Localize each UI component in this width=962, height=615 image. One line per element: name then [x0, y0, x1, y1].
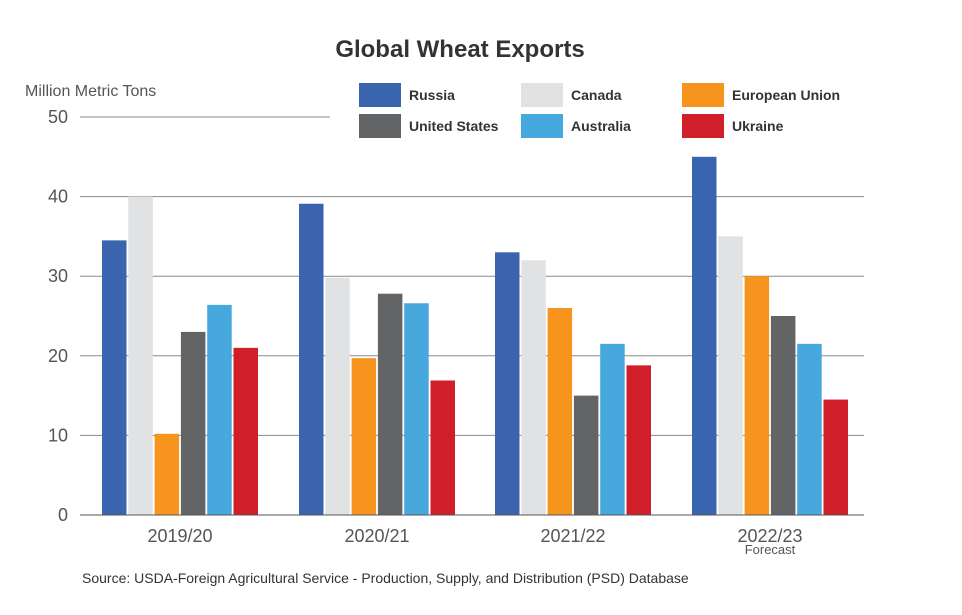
bar-australia-2021-22	[600, 343, 625, 515]
y-tick-label: 40	[48, 187, 68, 207]
y-tick-label: 30	[48, 266, 68, 286]
bar-canada-2019-20	[128, 196, 153, 515]
bar-european-union-2020-21	[351, 358, 377, 515]
legend-swatch	[359, 114, 401, 138]
source-note: Source: USDA-Foreign Agricultural Servic…	[82, 570, 689, 586]
x-tick-label: 2021/22	[540, 526, 605, 546]
bar-united-states-2019-20	[180, 331, 206, 515]
legend-item-australia: Australia	[521, 114, 631, 138]
legend-item-european-union: European Union	[682, 83, 840, 107]
legend: Russia Canada European Union United States A…	[359, 83, 840, 138]
bar-australia-2022-23	[797, 343, 822, 515]
chart-title: Global Wheat Exports	[335, 36, 584, 63]
bar-canada-2021-22	[521, 260, 546, 515]
y-tick-label: 20	[48, 346, 68, 366]
y-axis-label: Million Metric Tons	[25, 83, 156, 100]
bar-united-states-2020-21	[377, 293, 403, 515]
bar-australia-2019-20	[207, 304, 232, 515]
legend-item-united-states: United States	[359, 114, 499, 138]
x-tick-label: 2022/23	[737, 526, 802, 546]
bar-united-states-2022-23	[770, 316, 796, 515]
bar-ukraine-2022-23	[823, 399, 848, 515]
bar-russia-2021-22	[495, 252, 520, 515]
y-tick-label: 0	[58, 505, 68, 525]
legend-swatch	[521, 83, 563, 107]
legend-swatch	[682, 114, 724, 138]
y-tick-labels: 0 10 20 30 40 50	[48, 107, 68, 525]
x-tick-label: 2019/20	[147, 526, 212, 546]
legend-label: Australia	[571, 118, 631, 134]
y-tick-label: 10	[48, 425, 68, 445]
x-tick-note: Forecast	[745, 542, 796, 557]
bar-european-union-2022-23	[744, 276, 770, 515]
bar-series	[102, 156, 848, 516]
bar-ukraine-2021-22	[626, 365, 651, 515]
legend-label: Canada	[571, 87, 622, 103]
y-tick-label: 50	[48, 107, 68, 127]
bar-ukraine-2020-21	[430, 380, 455, 515]
bar-russia-2020-21	[299, 203, 324, 515]
legend-label: Russia	[409, 87, 455, 103]
bar-russia-2022-23	[692, 156, 717, 516]
bar-european-union-2019-20	[154, 433, 180, 515]
bar-ukraine-2019-20	[233, 347, 258, 515]
legend-label: European Union	[732, 87, 840, 103]
bar-canada-2020-21	[325, 277, 350, 515]
bar-russia-2019-20	[102, 240, 127, 515]
bar-united-states-2021-22	[573, 395, 599, 515]
legend-label: Ukraine	[732, 118, 784, 134]
bar-canada-2022-23	[718, 236, 743, 515]
legend-item-canada: Canada	[521, 83, 622, 107]
legend-swatch	[359, 83, 401, 107]
legend-item-ukraine: Ukraine	[682, 114, 784, 138]
legend-swatch	[521, 114, 563, 138]
x-tick-label: 2020/21	[344, 526, 409, 546]
legend-label: United States	[409, 118, 499, 134]
legend-swatch	[682, 83, 724, 107]
legend-item-russia: Russia	[359, 83, 455, 107]
bar-european-union-2021-22	[547, 308, 573, 515]
bar-australia-2020-21	[404, 303, 429, 515]
